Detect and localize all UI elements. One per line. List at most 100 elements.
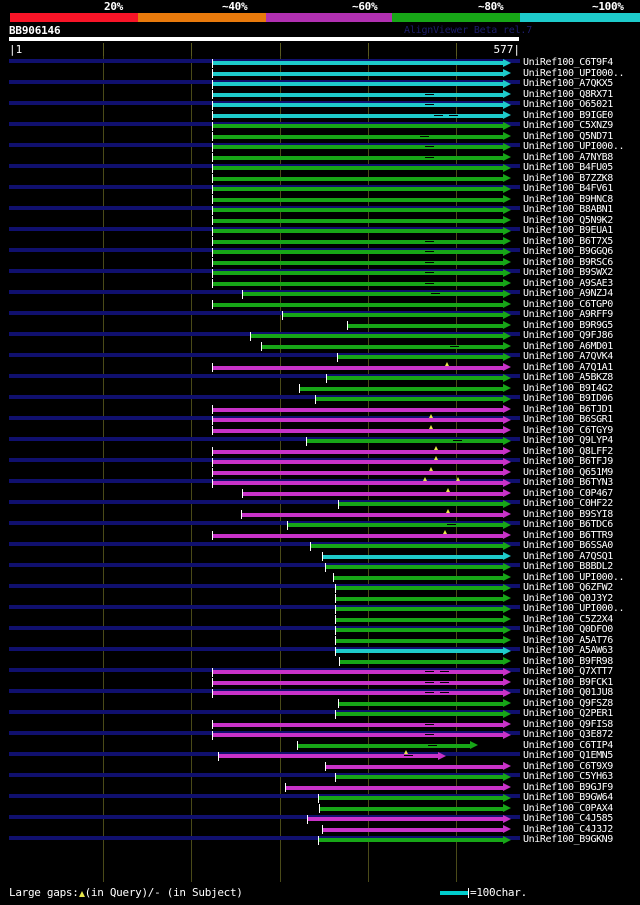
alignment-row[interactable]: UniRef100_Q0J3Y2 (0, 593, 640, 605)
hit-id-label[interactable]: UniRef100_B9RSC6 (523, 256, 613, 268)
hit-id-label[interactable]: UniRef100_C0P467 (523, 487, 613, 499)
alignment-row[interactable]: UniRef100_A9NZJ4 (0, 288, 640, 300)
hit-id-label[interactable]: UniRef100_B9R9G5 (523, 319, 613, 331)
alignment-row[interactable]: UniRef100_Q5N9K2 (0, 214, 640, 227)
hsp-bar[interactable] (212, 71, 503, 76)
hit-id-label[interactable]: UniRef100_B6TTR9 (523, 529, 613, 541)
hsp-bar[interactable] (335, 628, 503, 632)
hit-id-label[interactable]: UniRef100_C4J3J2 (523, 823, 613, 835)
hsp-bar[interactable] (212, 145, 503, 149)
hsp-bar[interactable] (212, 176, 503, 181)
hit-id-label[interactable]: UniRef100_B9IGE0 (523, 109, 613, 121)
alignment-row[interactable]: UniRef100_B8ABN1 (0, 204, 640, 216)
hsp-bar[interactable] (333, 575, 503, 580)
hit-id-label[interactable]: UniRef100_UPI000.. (523, 603, 625, 614)
hit-id-label[interactable]: UniRef100_B6SSA0 (523, 540, 613, 551)
hit-id-label[interactable]: UniRef100_B9GW64 (523, 792, 613, 803)
hit-id-label[interactable]: UniRef100_A6MD01 (523, 340, 613, 352)
alignment-row[interactable]: UniRef100_UPI000.. (0, 68, 640, 80)
hsp-bar[interactable] (335, 586, 503, 590)
hsp-bar[interactable] (310, 544, 503, 548)
hsp-bar[interactable] (326, 376, 503, 380)
hsp-bar[interactable] (212, 218, 503, 223)
hsp-bar[interactable] (339, 659, 503, 664)
hit-id-label[interactable]: UniRef100_Q5ND71 (523, 130, 613, 142)
hit-id-label[interactable]: UniRef100_A5BKZ8 (523, 372, 613, 383)
hsp-bar[interactable] (306, 439, 503, 443)
alignment-row[interactable]: UniRef100_B9SWX2 (0, 267, 640, 279)
alignment-row[interactable]: UniRef100_B4FU05 (0, 162, 640, 174)
alignment-row[interactable]: UniRef100_A9RFF9 (0, 309, 640, 321)
alignment-row[interactable]: UniRef100_Q3E872 (0, 729, 640, 741)
hit-id-label[interactable]: UniRef100_Q5N9K2 (523, 214, 613, 226)
hit-id-label[interactable]: UniRef100_B8ABN1 (523, 204, 613, 215)
alignment-row[interactable]: UniRef100_B9IGE0 (0, 109, 640, 122)
alignment-row[interactable]: UniRef100_C6TGY9 (0, 424, 640, 437)
alignment-row[interactable]: UniRef100_B9SYI8 (0, 508, 640, 521)
hsp-bar[interactable] (212, 470, 503, 475)
hit-id-label[interactable]: UniRef100_B6SGR1 (523, 414, 613, 425)
alignment-row[interactable]: UniRef100_C6TGP0 (0, 299, 640, 311)
hit-id-label[interactable]: UniRef100_Q6ZFW2 (523, 582, 613, 593)
hsp-bar[interactable] (322, 554, 503, 559)
hit-id-label[interactable]: UniRef100_Q9FSZ8 (523, 697, 613, 709)
hsp-bar[interactable] (307, 817, 503, 821)
alignment-row[interactable]: UniRef100_Q0DFO0 (0, 624, 640, 636)
hit-id-label[interactable]: UniRef100_B9GJF9 (523, 781, 613, 793)
hit-id-label[interactable]: UniRef100_C4J585 (523, 813, 613, 824)
hsp-bar[interactable] (325, 764, 503, 769)
alignment-row[interactable]: UniRef100_C0HF22 (0, 498, 640, 510)
hsp-bar[interactable] (212, 460, 503, 464)
alignment-row[interactable]: UniRef100_B9GGQ6 (0, 246, 640, 258)
alignment-row[interactable]: UniRef100_B6TYN3 (0, 477, 640, 489)
hsp-bar[interactable] (319, 806, 503, 811)
hit-id-label[interactable]: UniRef100_A7NYB8 (523, 151, 613, 163)
alignment-row[interactable]: UniRef100_B8BDL2 (0, 561, 640, 573)
hsp-bar[interactable] (315, 397, 503, 401)
hsp-bar[interactable] (322, 827, 503, 832)
hsp-bar[interactable] (212, 722, 503, 727)
hsp-bar[interactable] (212, 250, 503, 254)
hsp-bar[interactable] (347, 323, 503, 328)
alignment-row[interactable]: UniRef100_B9GJF9 (0, 781, 640, 794)
hsp-bar[interactable] (212, 166, 503, 170)
alignment-row[interactable]: UniRef100_B6TTR9 (0, 529, 640, 542)
hsp-bar[interactable] (335, 638, 503, 643)
alignment-row[interactable]: UniRef100_B6TFJ9 (0, 456, 640, 468)
hsp-bar[interactable] (241, 512, 503, 517)
alignment-row[interactable]: UniRef100_Q9FSZ8 (0, 697, 640, 710)
hsp-bar[interactable] (212, 481, 503, 485)
hsp-bar[interactable] (212, 61, 503, 65)
alignment-row[interactable]: UniRef100_B9FCK1 (0, 677, 640, 689)
hit-id-label[interactable]: UniRef100_C6TGY9 (523, 424, 613, 436)
hit-id-label[interactable]: UniRef100_Q01JU8 (523, 687, 613, 698)
alignment-row[interactable]: UniRef100_C4J585 (0, 813, 640, 825)
alignment-row[interactable]: UniRef100_C5XNZ9 (0, 120, 640, 132)
alignment-row[interactable]: UniRef100_A6MD01 (0, 340, 640, 353)
hit-id-label[interactable]: UniRef100_Q9FIS8 (523, 718, 613, 730)
hit-id-label[interactable]: UniRef100_A7Q1A1 (523, 361, 613, 373)
hit-id-label[interactable]: UniRef100_B9ID06 (523, 393, 613, 404)
hit-id-label[interactable]: UniRef100_A9SAE3 (523, 277, 613, 289)
alignment-row[interactable]: UniRef100_Q5ND71 (0, 130, 640, 143)
alignment-row[interactable]: UniRef100_B9I4G2 (0, 383, 640, 395)
hsp-bar[interactable] (218, 754, 438, 758)
alignment-row[interactable]: UniRef100_B6SGR1 (0, 414, 640, 426)
hsp-bar[interactable] (212, 680, 503, 685)
hit-id-label[interactable]: UniRef100_C5XNZ9 (523, 120, 613, 131)
hsp-bar[interactable] (212, 229, 503, 233)
hit-id-label[interactable]: UniRef100_Q2PER1 (523, 708, 613, 719)
hit-id-label[interactable]: UniRef100_Q9LYP4 (523, 435, 613, 446)
alignment-row[interactable]: UniRef100_B6SSA0 (0, 540, 640, 552)
hit-id-label[interactable]: UniRef100_O65021 (523, 99, 613, 110)
hit-id-label[interactable]: UniRef100_C6TIP4 (523, 739, 613, 751)
alignment-row[interactable]: UniRef100_Q8RX71 (0, 88, 640, 101)
hit-id-label[interactable]: UniRef100_B7ZZK8 (523, 172, 613, 184)
hit-id-label[interactable]: UniRef100_Q651M9 (523, 466, 613, 478)
alignment-row[interactable]: UniRef100_B9RSC6 (0, 256, 640, 269)
hit-id-label[interactable]: UniRef100_C6T9F4 (523, 57, 613, 68)
hit-id-label[interactable]: UniRef100_B4FU05 (523, 162, 613, 173)
hit-id-label[interactable]: UniRef100_C6T9X9 (523, 760, 613, 772)
hit-id-label[interactable]: UniRef100_Q8RX71 (523, 88, 613, 100)
hsp-bar[interactable] (318, 838, 503, 842)
